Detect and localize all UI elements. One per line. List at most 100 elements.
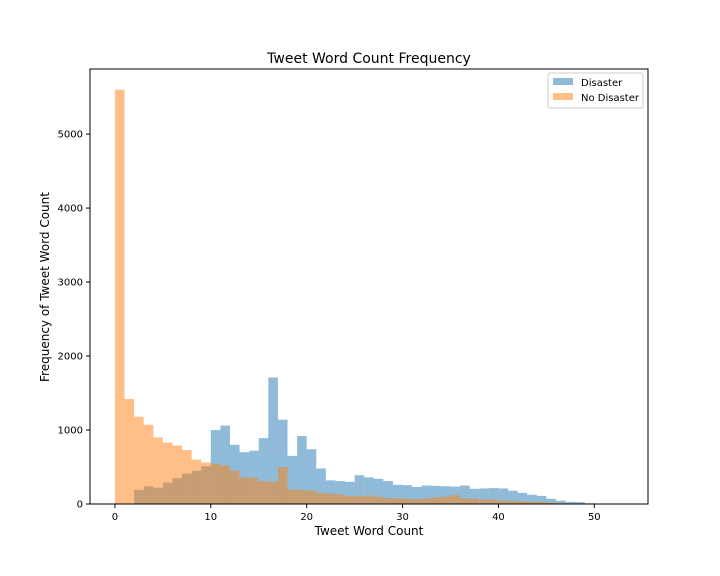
bar-disaster-24	[345, 481, 355, 504]
bar-no-disaster-21	[316, 492, 326, 504]
bar-disaster-40	[498, 488, 509, 504]
bar-no-disaster-28	[383, 498, 393, 504]
y-tick-label: 5000	[58, 130, 83, 141]
bar-no-disaster-18	[287, 489, 298, 504]
bar-disaster-45	[546, 498, 556, 504]
chart-title: Tweet Word Count Frequency	[266, 51, 471, 67]
bar-no-disaster-33	[431, 497, 441, 504]
bar-no-disaster-25	[354, 496, 365, 504]
bar-no-disaster-5	[162, 442, 173, 504]
bar-no-disaster-2	[134, 416, 144, 504]
bar-no-disaster-26	[364, 495, 374, 504]
bar-disaster-42	[517, 492, 528, 504]
bar-disaster-20	[306, 449, 317, 504]
bar-no-disaster-44	[536, 502, 547, 504]
legend: Disaster No Disaster	[547, 72, 644, 109]
bar-no-disaster-34	[440, 496, 451, 504]
bar-no-disaster-10	[210, 463, 221, 504]
bar-no-disaster-30	[402, 498, 413, 504]
bar-no-disaster-29	[392, 498, 403, 504]
bar-disaster-31	[412, 486, 422, 504]
x-tick-label: 20	[300, 512, 313, 523]
bar-disaster-48	[575, 502, 585, 504]
bar-no-disaster-42	[517, 501, 528, 504]
bar-disaster-38	[479, 488, 489, 504]
bar-no-disaster-14	[249, 477, 259, 504]
bar-no-disaster-1	[124, 398, 135, 504]
legend-swatch-no-disaster	[553, 93, 573, 100]
y-tick-label: 2000	[58, 352, 83, 363]
x-tick-label: 40	[492, 512, 505, 523]
bar-no-disaster-24	[345, 495, 355, 504]
bar-no-disaster-27	[373, 496, 384, 504]
bar-no-disaster-31	[412, 499, 422, 504]
y-tick-label: 4000	[58, 204, 83, 215]
bar-no-disaster-19	[297, 489, 307, 504]
bar-disaster-15	[258, 438, 269, 504]
x-axis-label: Tweet Word Count	[314, 524, 424, 538]
bar-disaster-37	[469, 488, 480, 504]
y-axis-label: Frequency of Tweet Word Count	[38, 192, 52, 382]
bar-no-disaster-12	[229, 470, 240, 504]
bar-no-disaster-38	[479, 499, 489, 504]
bar-no-disaster-45	[546, 502, 556, 504]
bar-no-disaster-40	[498, 500, 509, 504]
bar-disaster-22	[325, 480, 336, 504]
bar-disaster-29	[392, 484, 403, 504]
bar-disaster-36	[460, 485, 470, 504]
bar-no-disaster-41	[508, 501, 518, 504]
bar-no-disaster-15	[258, 481, 269, 504]
bar-disaster-47	[565, 501, 576, 504]
y-axis: 0 1000 2000 3000 4000 5000	[58, 130, 90, 511]
x-tick-label: 10	[204, 512, 217, 523]
bar-no-disaster-11	[220, 465, 230, 504]
bar-no-disaster-3	[143, 424, 154, 504]
bar-no-disaster-16	[268, 481, 278, 504]
bar-no-disaster-6	[172, 445, 183, 504]
bar-disaster-27	[373, 478, 384, 504]
x-tick-label: 0	[112, 512, 118, 523]
bar-disaster-34	[440, 486, 451, 504]
bar-no-disaster-9	[201, 462, 211, 504]
bar-disaster-21	[316, 468, 326, 504]
bar-no-disaster-13	[239, 477, 250, 504]
bar-disaster-33	[431, 485, 441, 504]
bar-disaster-16	[268, 377, 278, 504]
bar-no-disaster-8	[191, 459, 202, 504]
bar-disaster-19	[297, 435, 307, 504]
bar-no-disaster-22	[325, 493, 336, 504]
bar-disaster-17	[277, 419, 288, 504]
bar-disaster-25	[354, 475, 365, 504]
bar-no-disaster-39	[488, 499, 499, 504]
bar-no-disaster-43	[527, 501, 537, 504]
bar-no-disaster-7	[182, 449, 192, 504]
legend-label-disaster: Disaster	[581, 78, 623, 89]
y-tick-label: 1000	[58, 426, 83, 437]
bar-no-disaster-20	[306, 490, 317, 504]
bar-disaster-23	[335, 481, 346, 504]
bar-disaster-28	[383, 481, 393, 504]
bar-disaster-43	[527, 494, 537, 504]
legend-label-no-disaster: No Disaster	[581, 93, 640, 104]
legend-swatch-disaster	[553, 78, 573, 85]
bar-disaster-14	[249, 450, 259, 504]
bar-disaster-44	[536, 495, 547, 504]
bar-no-disaster-4	[153, 437, 163, 504]
bar-disaster-11	[220, 425, 230, 504]
y-tick-label: 3000	[58, 278, 83, 289]
y-tick-label: 0	[77, 500, 83, 511]
x-tick-label: 30	[396, 512, 409, 523]
bar-disaster-32	[421, 485, 432, 504]
bars-layer	[114, 89, 604, 504]
bar-no-disaster-37	[469, 498, 480, 504]
bar-disaster-18	[287, 455, 298, 504]
x-axis: 0 10 20 30 40 50	[112, 504, 601, 523]
bar-no-disaster-17	[277, 467, 288, 504]
bar-no-disaster-35	[450, 495, 461, 504]
bar-no-disaster-23	[335, 494, 346, 504]
bar-disaster-41	[508, 490, 518, 504]
bar-disaster-46	[555, 500, 566, 504]
bar-disaster-30	[402, 485, 413, 504]
bar-no-disaster-36	[460, 498, 470, 504]
bar-disaster-26	[364, 477, 374, 504]
